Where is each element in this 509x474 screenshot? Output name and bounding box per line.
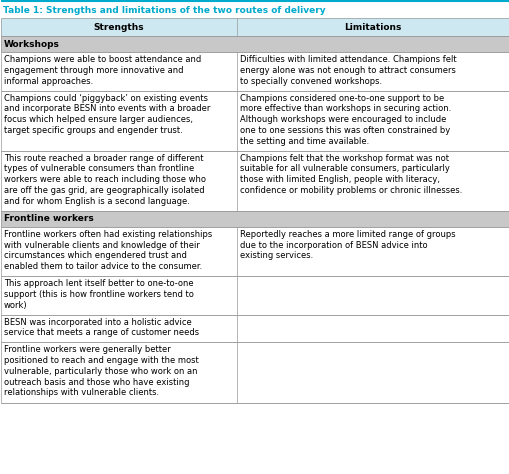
Text: This route reached a broader range of different
types of vulnerable consumers th: This route reached a broader range of di… <box>4 154 206 206</box>
Text: Frontline workers often had existing relationships
with vulnerable clients and k: Frontline workers often had existing rel… <box>4 230 212 271</box>
Bar <box>1 151 508 211</box>
Bar <box>1 36 508 52</box>
Bar <box>1 342 508 402</box>
Bar <box>1 315 508 342</box>
Bar <box>1 18 508 36</box>
Bar <box>1 52 508 91</box>
Text: Reportedly reaches a more limited range of groups
due to the incorporation of BE: Reportedly reaches a more limited range … <box>240 230 455 260</box>
Text: Frontline workers were generally better
positioned to reach and engage with the : Frontline workers were generally better … <box>4 346 199 397</box>
Text: Frontline workers: Frontline workers <box>4 214 94 223</box>
Text: Strengths: Strengths <box>94 22 144 31</box>
Bar <box>1 227 508 276</box>
Text: This approach lent itself better to one-to-one
support (this is how frontline wo: This approach lent itself better to one-… <box>4 279 193 310</box>
Text: Workshops: Workshops <box>4 39 60 48</box>
Text: Champions were able to boost attendance and
engagement through more innovative a: Champions were able to boost attendance … <box>4 55 201 85</box>
Bar <box>1 276 508 315</box>
Text: Champions felt that the workshop format was not
suitable for all vulnerable cons: Champions felt that the workshop format … <box>240 154 462 195</box>
Text: BESN was incorporated into a holistic advice
service that meets a range of custo: BESN was incorporated into a holistic ad… <box>4 318 199 337</box>
Text: Table 1: Strengths and limitations of the two routes of delivery: Table 1: Strengths and limitations of th… <box>3 6 325 15</box>
Text: Limitations: Limitations <box>344 22 401 31</box>
Text: Difficulties with limited attendance. Champions felt
energy alone was not enough: Difficulties with limited attendance. Ch… <box>240 55 456 85</box>
Text: Champions could ‘piggyback’ on existing events
and incorporate BESN into events : Champions could ‘piggyback’ on existing … <box>4 93 210 135</box>
Bar <box>1 211 508 227</box>
Text: Champions considered one-to-one support to be
more effective than workshops in s: Champions considered one-to-one support … <box>240 93 450 146</box>
Bar <box>1 91 508 151</box>
